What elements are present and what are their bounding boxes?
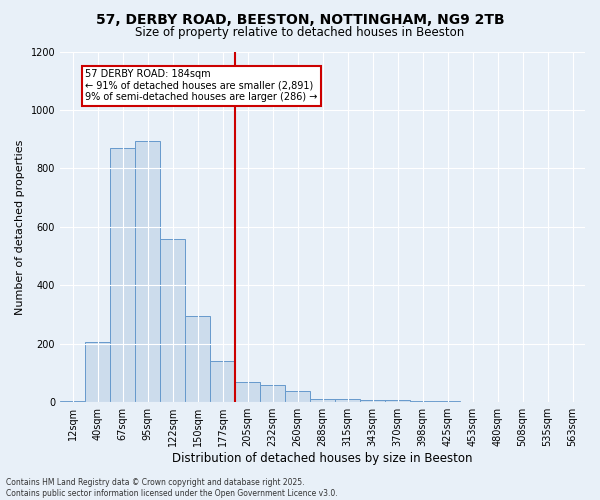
Bar [85,342,110,402]
Bar [360,400,385,402]
Y-axis label: Number of detached properties: Number of detached properties [15,139,25,314]
Bar [210,362,235,402]
Bar [60,400,85,402]
Bar [410,401,435,402]
Bar [235,382,260,402]
Bar [310,400,335,402]
Bar [160,238,185,402]
Text: 57, DERBY ROAD, BEESTON, NOTTINGHAM, NG9 2TB: 57, DERBY ROAD, BEESTON, NOTTINGHAM, NG9… [95,12,505,26]
Text: Size of property relative to detached houses in Beeston: Size of property relative to detached ho… [136,26,464,39]
Bar [110,148,135,402]
Bar [285,390,310,402]
Text: Contains HM Land Registry data © Crown copyright and database right 2025.
Contai: Contains HM Land Registry data © Crown c… [6,478,338,498]
Bar [185,316,210,402]
Bar [335,398,360,402]
Bar [260,384,285,402]
Bar [385,400,410,402]
X-axis label: Distribution of detached houses by size in Beeston: Distribution of detached houses by size … [172,452,473,465]
Text: 57 DERBY ROAD: 184sqm
← 91% of detached houses are smaller (2,891)
9% of semi-de: 57 DERBY ROAD: 184sqm ← 91% of detached … [85,69,317,102]
Bar [135,140,160,402]
